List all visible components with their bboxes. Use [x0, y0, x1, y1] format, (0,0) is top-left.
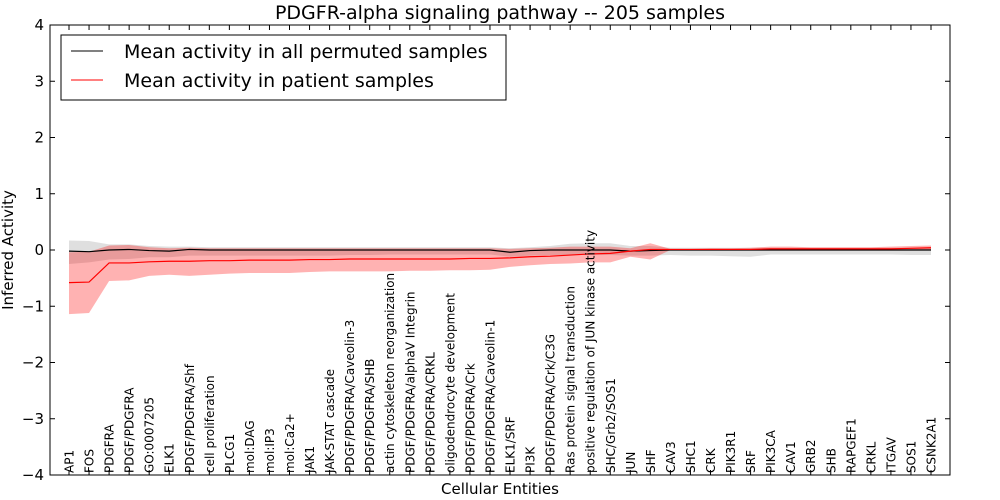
band-permuted	[69, 240, 931, 265]
x-tick-label: actin cytoskeleton reorganization	[383, 273, 397, 473]
x-tick-label: CRK	[704, 447, 718, 473]
y-tick-label: 4	[34, 16, 44, 34]
x-tick-label: RAPGEF1	[844, 418, 858, 473]
y-tick-label: −2	[22, 354, 44, 372]
y-tick-label: 1	[34, 185, 44, 203]
line-permuted-mean	[68, 248, 931, 253]
x-tick-label: SHC/Grb2/SOS1	[604, 378, 618, 473]
x-tick-label: CRKL	[864, 441, 878, 473]
x-tick-label: JAK1	[303, 446, 317, 474]
y-axis-label: Inferred Activity	[0, 190, 17, 310]
x-tick-label: ELK1/SRF	[504, 416, 518, 473]
x-tick-label: GRB2	[804, 439, 818, 473]
y-tick-label: 3	[34, 72, 44, 90]
x-tick-label: PDGF/PDGFRA/SHB	[363, 359, 377, 473]
x-tick-label: PDGF/PDGFRA/Shf	[183, 363, 197, 473]
x-tick-label: PDGF/PDGFRA/Caveolin-1	[483, 320, 497, 473]
x-tick-label: CSNK2A1	[925, 417, 939, 473]
x-tick-label: PDGF/PDGFRA/alphaV Integrin	[403, 291, 417, 473]
confidence-bands	[69, 240, 931, 315]
x-tick-label: SHB	[824, 448, 838, 473]
x-tick-label: SHC1	[684, 440, 698, 473]
x-tick-label: SHF	[644, 449, 658, 473]
legend-label-patient: Mean activity in patient samples	[124, 70, 434, 92]
x-tick-label: positive regulation of JUN kinase activi…	[584, 230, 598, 473]
y-tick-label: −4	[22, 466, 44, 484]
legend-box	[60, 34, 507, 101]
y-axis: −4 −3 −2 −1 0 1 2 3 4	[22, 16, 950, 484]
x-tick-label: AP1	[63, 450, 77, 473]
x-tick-label: PDGF/PDGFRA/Crk	[463, 363, 477, 473]
x-tick-label: ELK1	[163, 443, 177, 473]
x-tick-label: ITGAV	[884, 436, 898, 473]
series-lines	[68, 247, 932, 284]
x-tick-label: GO:0007205	[143, 397, 157, 473]
y-tick-label: 2	[34, 129, 44, 147]
y-tick-label: −3	[22, 410, 44, 428]
x-tick-label: SRF	[744, 450, 758, 473]
x-tick-label: PIK3CA	[764, 429, 778, 473]
x-tick-label: CAV1	[784, 441, 798, 473]
x-tick-label: mol:Ca2+	[283, 413, 297, 473]
legend: Mean activity in all permuted samples Me…	[60, 34, 507, 101]
x-tick-label: PDGFRA	[103, 423, 117, 473]
x-tick-label: PDGF/PDGFRA/CRKL	[423, 352, 437, 473]
line-patient-mean	[68, 247, 932, 284]
x-tick-label: PI3K	[524, 446, 538, 473]
x-axis-label: Cellular Entities	[441, 480, 559, 498]
x-tick-label: PIK3R1	[724, 431, 738, 473]
band-patient	[69, 243, 931, 315]
x-axis: AP1 FOS PDGFRA PDGF/PDGFRA GO:0007205 ELK1 PDG…	[63, 25, 939, 475]
y-tick-label: 0	[34, 241, 44, 259]
x-tick-label: JUN	[624, 452, 638, 474]
x-tick-label: SOS1	[904, 441, 918, 473]
x-tick-label: mol:IP3	[263, 428, 277, 473]
x-tick-label: PDGF/PDGFRA/Crk/C3G	[544, 334, 558, 473]
legend-label-permuted: Mean activity in all permuted samples	[124, 41, 487, 63]
x-tick-label: PDGF/PDGFRA/Caveolin-3	[343, 320, 357, 473]
x-tick-label: oligodendrocyte development	[443, 293, 457, 473]
x-tick-label: cell proliferation	[203, 375, 217, 473]
chart-title: PDGFR-alpha signaling pathway -- 205 sam…	[275, 2, 725, 24]
x-tick-label: PLCG1	[223, 434, 237, 473]
y-tick-label: −1	[22, 297, 44, 315]
x-tick-label: FOS	[83, 449, 97, 473]
x-tick-label: PDGF/PDGFRA	[123, 387, 137, 473]
x-tick-label: Ras protein signal transduction	[564, 286, 578, 473]
x-tick-label: mol:DAG	[243, 420, 257, 473]
x-tick-label: CAV3	[664, 441, 678, 473]
x-tick-label: JAK-STAT cascade	[323, 369, 337, 474]
